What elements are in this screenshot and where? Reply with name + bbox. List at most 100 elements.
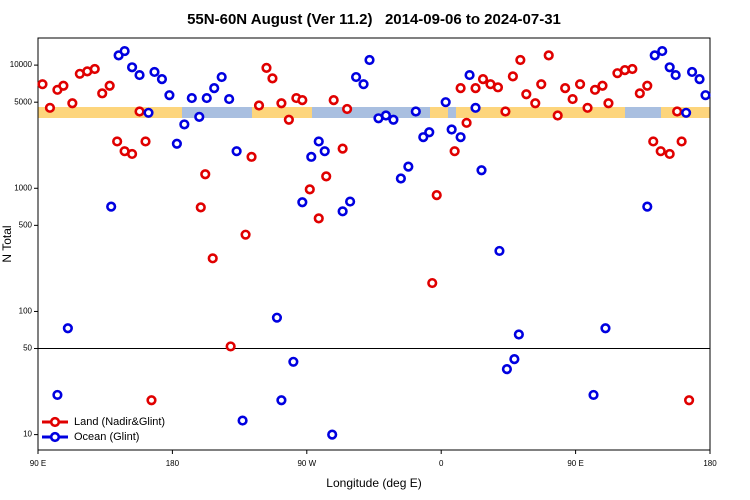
point bbox=[449, 146, 460, 157]
point bbox=[149, 66, 160, 78]
point bbox=[224, 93, 235, 105]
point bbox=[37, 79, 48, 90]
point bbox=[134, 106, 145, 117]
point bbox=[140, 136, 151, 147]
x-axis-label: Longitude (deg E) bbox=[326, 476, 421, 490]
point bbox=[686, 66, 698, 78]
point bbox=[321, 171, 332, 182]
y-tick-label: 10 bbox=[23, 430, 32, 439]
point bbox=[126, 148, 138, 160]
point bbox=[97, 88, 108, 99]
point bbox=[313, 136, 324, 147]
point bbox=[681, 107, 692, 118]
point bbox=[470, 102, 481, 113]
plot-frame bbox=[37, 37, 711, 451]
point bbox=[364, 54, 375, 66]
y-tick-label: 1000 bbox=[14, 183, 32, 192]
point bbox=[597, 80, 608, 91]
point bbox=[603, 98, 614, 109]
y-tick-label: 50 bbox=[23, 344, 32, 353]
point bbox=[552, 110, 563, 121]
y-tick-label: 500 bbox=[19, 220, 33, 229]
point bbox=[276, 98, 287, 109]
series-1 bbox=[52, 45, 711, 440]
point bbox=[536, 79, 547, 90]
point bbox=[288, 356, 299, 367]
point bbox=[664, 62, 675, 73]
point bbox=[89, 63, 100, 75]
point bbox=[134, 69, 145, 81]
ocean-strip bbox=[312, 107, 430, 118]
point bbox=[240, 229, 251, 240]
point bbox=[634, 88, 645, 99]
point bbox=[388, 114, 399, 125]
y-tick-label: 5000 bbox=[14, 97, 32, 106]
point bbox=[446, 124, 457, 135]
point bbox=[267, 73, 278, 84]
x-tick-label: 90 E bbox=[30, 459, 46, 468]
point bbox=[104, 80, 115, 91]
point bbox=[126, 62, 138, 73]
point bbox=[694, 73, 705, 85]
point bbox=[327, 429, 338, 440]
point bbox=[345, 196, 356, 207]
legend-marker bbox=[49, 416, 61, 428]
y-tick-label: 100 bbox=[19, 307, 33, 316]
point bbox=[513, 329, 524, 340]
point bbox=[500, 106, 511, 117]
point bbox=[672, 106, 683, 117]
point bbox=[52, 389, 63, 401]
point bbox=[477, 73, 489, 85]
point bbox=[261, 62, 272, 73]
point bbox=[246, 151, 257, 162]
point bbox=[146, 395, 157, 406]
point bbox=[164, 90, 175, 101]
point bbox=[237, 415, 248, 426]
point bbox=[431, 190, 442, 201]
point bbox=[62, 323, 73, 334]
point bbox=[403, 161, 414, 172]
point bbox=[560, 83, 571, 94]
point bbox=[627, 63, 638, 75]
point bbox=[156, 73, 168, 85]
point bbox=[530, 98, 541, 109]
point bbox=[440, 97, 451, 108]
point bbox=[427, 277, 438, 289]
x-tick-label: 0 bbox=[439, 459, 444, 468]
point bbox=[350, 71, 362, 83]
point bbox=[455, 132, 466, 143]
point bbox=[225, 341, 236, 352]
point bbox=[582, 102, 593, 113]
point bbox=[700, 90, 711, 101]
point bbox=[461, 117, 472, 128]
series-0 bbox=[37, 50, 695, 406]
ocean-strip bbox=[448, 107, 456, 118]
point bbox=[342, 103, 353, 115]
point bbox=[283, 114, 294, 125]
point bbox=[201, 92, 212, 104]
point bbox=[543, 50, 554, 61]
point bbox=[194, 111, 205, 122]
x-tick-label: 90 E bbox=[567, 459, 583, 468]
point bbox=[649, 50, 660, 61]
x-tick-label: 180 bbox=[166, 459, 180, 468]
x-tick-label: 180 bbox=[703, 459, 717, 468]
y-tick-label: 10000 bbox=[10, 60, 33, 69]
point bbox=[521, 89, 532, 100]
point bbox=[567, 93, 578, 105]
point bbox=[297, 197, 308, 208]
point bbox=[515, 54, 526, 66]
point bbox=[589, 84, 601, 95]
point bbox=[648, 136, 659, 147]
point bbox=[276, 395, 287, 406]
point bbox=[231, 146, 242, 157]
point bbox=[464, 69, 475, 81]
point bbox=[380, 110, 392, 121]
point bbox=[683, 395, 695, 406]
point bbox=[492, 82, 504, 93]
point bbox=[328, 94, 339, 106]
point bbox=[112, 136, 123, 147]
point bbox=[200, 169, 211, 180]
